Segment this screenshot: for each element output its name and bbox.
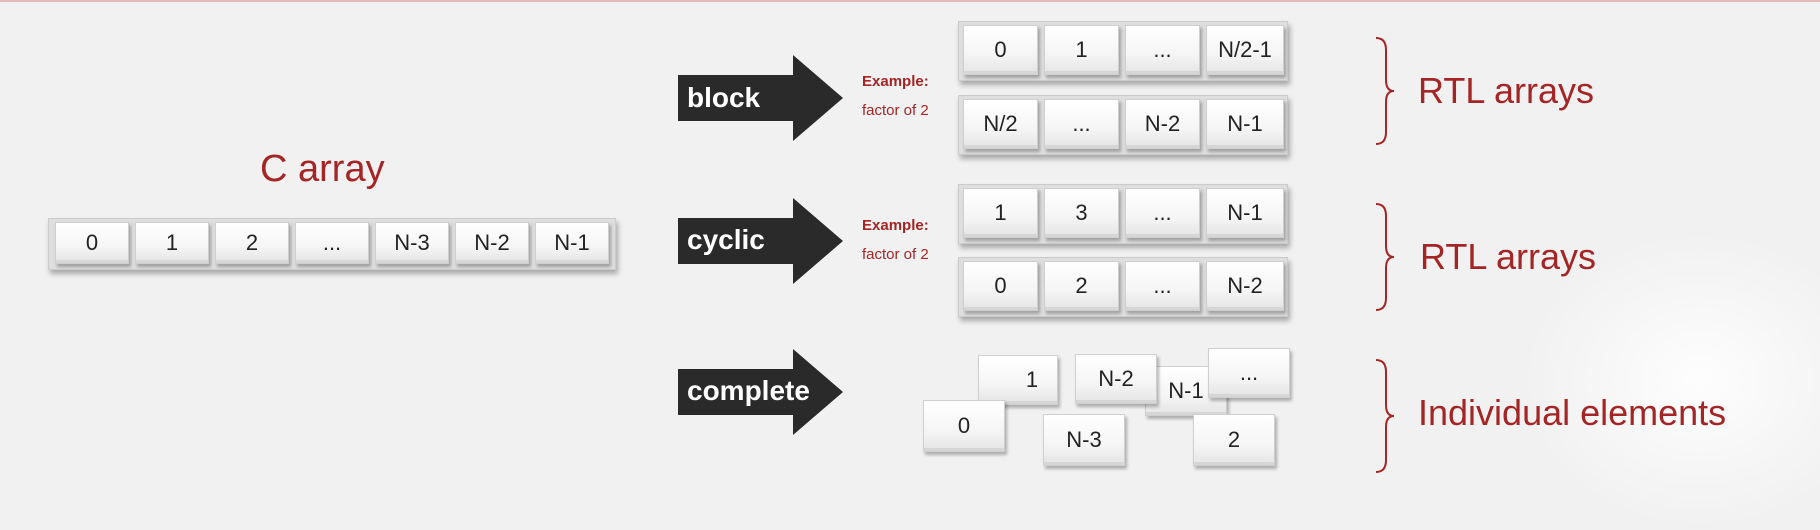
c-array-cell: N-3 (375, 222, 449, 264)
complete-arrow-label: complete (687, 375, 810, 406)
complete-element: ... (1208, 348, 1290, 398)
c-array-cell: ... (295, 222, 369, 264)
block-row1-cell: 0 (963, 25, 1038, 75)
block-row2-cell: N-2 (1125, 99, 1200, 149)
block-arrow-icon (678, 55, 843, 141)
block-example-factor: factor of 2 (862, 102, 929, 119)
block-row2-cell: N/2 (963, 99, 1038, 149)
cyclic-arrow-label: cyclic (687, 224, 765, 255)
block-row2-cell: ... (1044, 99, 1119, 149)
c-array-cell: 1 (135, 222, 209, 264)
complete-element: 1 (978, 355, 1058, 405)
block-arrow-label: block (687, 82, 761, 113)
complete-brace-icon (1375, 359, 1395, 473)
c-array-cell: 2 (215, 222, 289, 264)
block-result-label: RTL arrays (1418, 70, 1595, 111)
complete-result-label: Individual elements (1418, 392, 1727, 433)
block-example-label: Example: (862, 73, 929, 90)
c-array-cell: N-2 (455, 222, 529, 264)
cyclic-row1-cell: 1 (963, 188, 1038, 238)
cyclic-row1-cell: 3 (1044, 188, 1119, 238)
cyclic-brace-icon (1375, 203, 1395, 311)
block-row1-cell: N/2-1 (1206, 25, 1284, 75)
cyclic-row2-cell: N-2 (1206, 261, 1284, 311)
cyclic-row2-cell: 0 (963, 261, 1038, 311)
cyclic-arrow-icon (678, 198, 843, 284)
cyclic-example-factor: factor of 2 (862, 246, 929, 263)
top-border-line (0, 0, 1820, 2)
cyclic-row1-cell: ... (1125, 188, 1200, 238)
complete-element: N-2 (1075, 354, 1157, 404)
cyclic-row2-cell: ... (1125, 261, 1200, 311)
background-glow (1520, 230, 1820, 530)
block-brace-icon (1375, 37, 1395, 145)
c-array-title: C array (260, 148, 385, 190)
complete-element: 2 (1193, 414, 1275, 466)
block-row1-cell: 1 (1044, 25, 1119, 75)
c-array-cell: N-1 (535, 222, 609, 264)
cyclic-row2-cell: 2 (1044, 261, 1119, 311)
block-row1-cell: ... (1125, 25, 1200, 75)
block-row2-cell: N-1 (1206, 99, 1284, 149)
complete-element: N-3 (1043, 414, 1125, 466)
cyclic-example-label: Example: (862, 217, 929, 234)
complete-arrow-icon (678, 349, 843, 435)
complete-element: 0 (923, 400, 1005, 452)
cyclic-result-label: RTL arrays (1420, 236, 1597, 277)
cyclic-row1-cell: N-1 (1206, 188, 1284, 238)
c-array-cell: 0 (55, 222, 129, 264)
